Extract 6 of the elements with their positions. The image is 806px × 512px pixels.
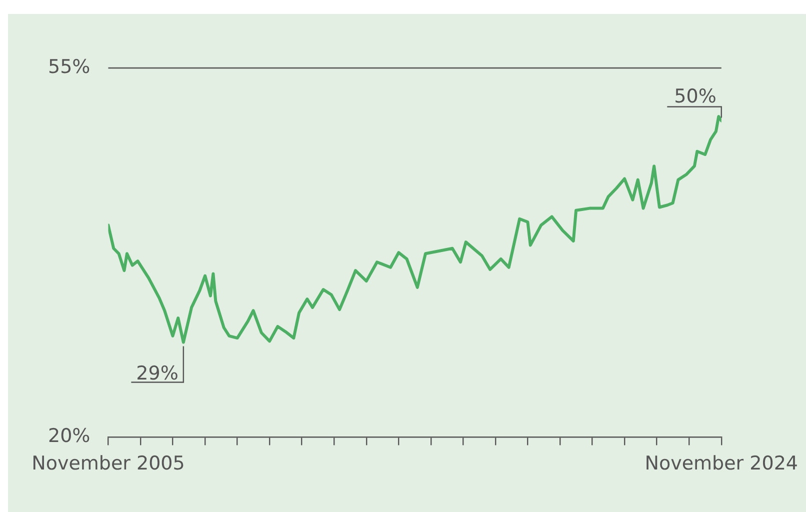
y-tick-label: 55%: [48, 56, 90, 78]
x-tick-label: November 2024: [644, 452, 798, 475]
annotation: 50%: [674, 86, 716, 108]
y-tick-label: 20%: [48, 425, 90, 448]
x-tick-label: November 2005: [32, 452, 185, 475]
annotation: 29%: [136, 362, 178, 384]
